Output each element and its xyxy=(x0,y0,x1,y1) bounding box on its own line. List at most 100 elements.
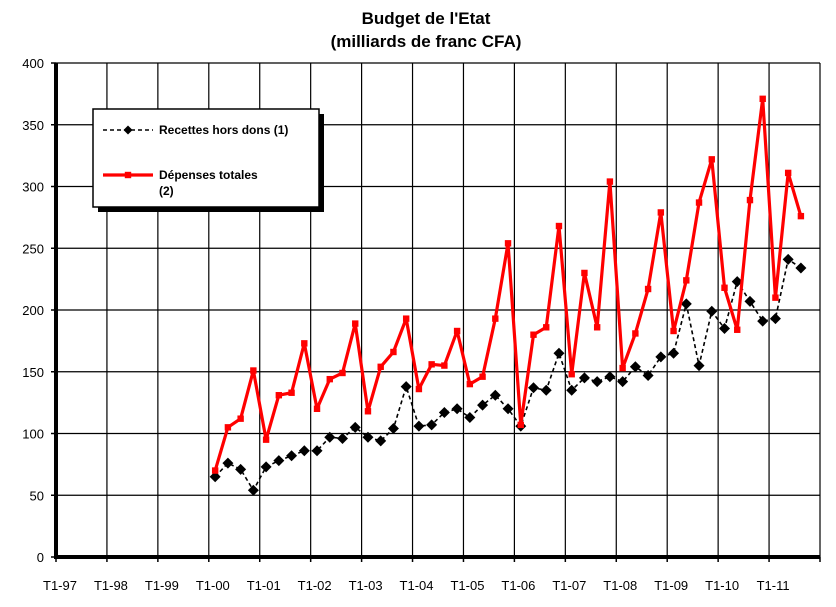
data-point xyxy=(581,269,588,277)
data-point xyxy=(224,424,232,431)
x-tick-label: T1-09 xyxy=(654,578,688,593)
legend-box xyxy=(92,108,320,208)
data-point xyxy=(222,457,234,469)
data-point xyxy=(375,435,387,447)
x-tick-label: T1-02 xyxy=(298,578,332,593)
x-tick-label: T1-98 xyxy=(94,578,128,593)
data-point xyxy=(769,313,781,325)
data-point xyxy=(644,285,652,293)
data-point xyxy=(642,369,654,381)
data-point xyxy=(568,371,575,378)
data-point xyxy=(390,348,397,356)
data-point xyxy=(782,253,794,265)
data-point xyxy=(540,384,552,396)
data-point xyxy=(693,360,705,372)
data-point xyxy=(377,363,384,371)
y-tick-label: 300 xyxy=(22,180,44,195)
data-point xyxy=(734,326,741,333)
data-point xyxy=(517,421,524,429)
data-point xyxy=(364,408,372,415)
y-tick-label: 50 xyxy=(30,488,44,503)
data-point xyxy=(352,320,359,327)
data-point xyxy=(209,471,221,483)
data-point xyxy=(324,431,336,443)
data-point xyxy=(528,382,539,394)
data-point xyxy=(337,432,348,444)
legend-label: (2) xyxy=(159,184,174,198)
data-point xyxy=(313,405,321,412)
data-point xyxy=(489,389,501,401)
data-point xyxy=(706,305,718,317)
data-point xyxy=(655,351,667,363)
data-point xyxy=(286,450,298,462)
data-point xyxy=(387,423,399,435)
data-point xyxy=(772,294,779,301)
data-point xyxy=(211,467,219,474)
data-point xyxy=(400,381,412,393)
x-tick-label: T1-07 xyxy=(552,578,586,593)
y-tick-label: 0 xyxy=(37,550,44,565)
data-point xyxy=(797,212,805,220)
data-point xyxy=(744,295,756,307)
legend: Recettes hors dons (1) Dépenses totales (2… xyxy=(92,108,324,212)
y-tick-label: 150 xyxy=(22,365,44,380)
series-1 xyxy=(209,253,807,496)
data-point xyxy=(479,373,486,380)
data-point xyxy=(260,461,272,473)
data-point xyxy=(301,340,308,347)
data-point xyxy=(235,463,247,475)
data-point xyxy=(553,347,565,359)
data-point xyxy=(477,399,489,411)
y-tick-label: 250 xyxy=(22,241,44,256)
x-tick-label: T1-99 xyxy=(145,578,179,593)
data-point xyxy=(543,324,550,331)
data-point xyxy=(438,407,450,419)
data-point xyxy=(415,385,423,393)
axes xyxy=(54,63,820,559)
x-axis-ticks: T1-97 T1-98 T1-99 T1-00 T1-01 T1-02 T1-03 T1-04… xyxy=(43,557,821,593)
data-point xyxy=(680,298,692,310)
data-point xyxy=(362,431,374,443)
y-tick-label: 400 xyxy=(22,56,44,71)
data-point xyxy=(759,95,766,103)
data-point xyxy=(413,420,425,432)
data-point xyxy=(451,403,463,415)
data-point xyxy=(591,376,603,388)
data-point xyxy=(668,347,680,359)
y-tick-label: 100 xyxy=(22,427,44,442)
x-tick-label: T1-06 xyxy=(501,578,535,593)
data-point xyxy=(464,411,476,423)
data-point xyxy=(746,196,754,204)
data-point xyxy=(453,327,461,335)
series-2 xyxy=(211,95,805,474)
data-point xyxy=(555,222,563,230)
data-point xyxy=(695,199,703,206)
data-point xyxy=(426,419,438,431)
data-point xyxy=(721,284,728,291)
data-point xyxy=(784,169,792,177)
x-tick-label: T1-03 xyxy=(349,578,383,593)
x-tick-label: T1-08 xyxy=(603,578,637,593)
x-tick-label: T1-97 xyxy=(43,578,77,593)
legend-marker xyxy=(123,125,133,135)
data-point xyxy=(428,361,435,368)
data-point xyxy=(466,380,474,388)
data-point xyxy=(731,276,743,288)
series-layer xyxy=(209,95,807,496)
x-tick-label: T1-05 xyxy=(450,578,484,593)
data-point xyxy=(339,369,346,377)
x-tick-label: T1-00 xyxy=(196,578,230,593)
x-tick-label: T1-11 xyxy=(757,578,790,593)
data-point xyxy=(326,375,333,383)
data-point xyxy=(757,315,769,327)
data-point xyxy=(530,331,537,338)
data-point xyxy=(441,362,448,369)
data-point xyxy=(604,371,616,383)
data-point xyxy=(670,327,677,335)
data-point xyxy=(504,240,512,247)
data-point xyxy=(311,445,323,457)
chart-title: Budget de l'Etat xyxy=(362,9,491,28)
data-point xyxy=(632,330,639,337)
data-point xyxy=(247,484,259,496)
